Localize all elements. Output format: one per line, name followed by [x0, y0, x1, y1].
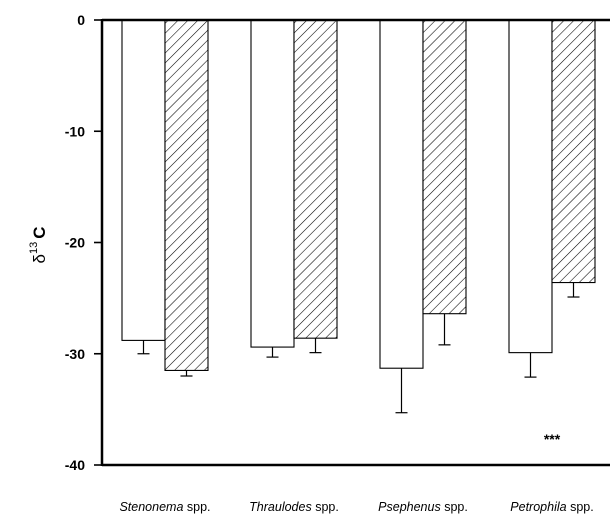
x-tick-label-3: Petrophila spp. [510, 500, 593, 514]
y-axis-label: δ13C [28, 227, 49, 264]
y-tick-label-2: -20 [65, 235, 85, 251]
axes-layer [94, 18, 610, 467]
y-tick-label-0: 0 [77, 12, 85, 28]
bar-hatched-3 [551, 19, 596, 284]
labels-layer: 0 -10 -20 -30 -40 Stenonema spp. Thraulodes sp… [28, 12, 594, 514]
x-tick-label-1: Thraulodes spp. [249, 500, 339, 514]
y-tick-label-3: -30 [65, 346, 85, 362]
x-tick-label-0: Stenonema spp. [119, 500, 210, 514]
significance-annotation: *** [544, 431, 561, 447]
bar-open-3 [508, 19, 553, 354]
bar-hatched-0 [164, 19, 209, 371]
y-tick-label-4: -40 [65, 457, 85, 473]
y-tick-label-1: -10 [65, 123, 85, 139]
bar-open-1 [250, 19, 295, 348]
bar-hatched-1 [293, 19, 338, 339]
bar-open-2 [379, 19, 424, 369]
bar-hatched-2 [422, 19, 467, 315]
error-bars-layer [137, 282, 580, 414]
bar-open-0 [121, 19, 166, 341]
x-tick-label-2: Psephenus spp. [378, 500, 468, 514]
bars-layer [121, 19, 596, 371]
